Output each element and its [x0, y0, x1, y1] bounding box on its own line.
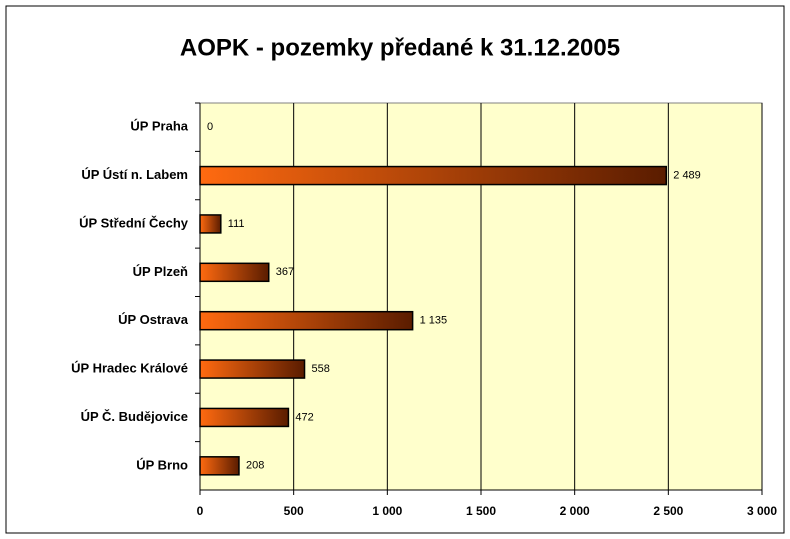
x-tick-label: 0 [197, 504, 204, 518]
data-label: 1 135 [420, 315, 448, 327]
chart-title: AOPK - pozemky předané k 31.12.2005 [180, 34, 620, 61]
x-tick-label: 2 000 [560, 504, 590, 518]
data-label: 0 [207, 121, 213, 133]
data-label: 111 [228, 218, 245, 230]
data-label: 558 [312, 363, 330, 375]
x-tick-label: 2 500 [653, 504, 683, 518]
y-tick-label: ÚP Č. Budějovice [81, 409, 188, 424]
x-tick-label: 3 000 [747, 504, 777, 518]
data-label: 472 [295, 411, 313, 423]
bar [199, 359, 306, 379]
bar [199, 407, 290, 428]
x-tick-label: 500 [284, 504, 304, 518]
data-label: 208 [246, 460, 264, 472]
y-tick-label: ÚP Hradec Králové [71, 361, 188, 376]
bar [199, 262, 270, 283]
data-label: 2 489 [673, 169, 701, 181]
bar [199, 214, 222, 234]
bar [199, 456, 240, 476]
x-tick-label: 1 500 [466, 504, 496, 518]
x-tick-label: 1 000 [372, 504, 402, 518]
y-tick-label: ÚP Praha [130, 119, 188, 134]
bar [199, 310, 414, 331]
y-tick-label: ÚP Ústí n. Labem [81, 167, 188, 182]
y-tick-label: ÚP Brno [136, 457, 188, 472]
data-label: 367 [276, 266, 294, 278]
y-tick-label: ÚP Plzeň [133, 264, 188, 279]
y-tick-label: ÚP Střední Čechy [79, 215, 189, 230]
bar [199, 165, 668, 186]
y-tick-label: ÚP Ostrava [118, 312, 189, 327]
